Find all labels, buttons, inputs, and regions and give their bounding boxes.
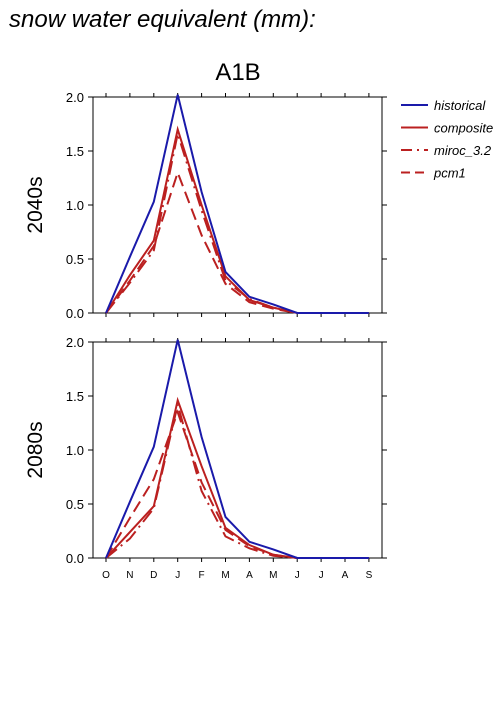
series-line-composite bbox=[105, 396, 369, 559]
y-tick-label: 0.5 bbox=[66, 497, 84, 512]
legend-label: historical bbox=[434, 98, 486, 113]
y-tick-label: 0.0 bbox=[66, 551, 84, 566]
x-tick-label: A bbox=[342, 570, 349, 581]
series-line-pcm1 bbox=[105, 169, 369, 314]
y-tick-label: 1.0 bbox=[66, 443, 84, 458]
series-line-historical bbox=[105, 339, 369, 559]
y-tick-label: 1.5 bbox=[66, 389, 84, 404]
y-tick-label: 2.0 bbox=[66, 90, 84, 105]
row-label: 2080s bbox=[24, 421, 47, 478]
legend-label: composite bbox=[434, 121, 493, 136]
x-tick-label: D bbox=[150, 570, 157, 581]
series-line-miroc-3-2 bbox=[105, 133, 369, 314]
series-line-historical bbox=[105, 94, 369, 314]
scenario-label: A1B bbox=[215, 59, 260, 86]
x-tick-label: J bbox=[295, 570, 300, 581]
x-tick-label: A bbox=[246, 570, 253, 581]
x-tick-label: J bbox=[175, 570, 180, 581]
x-tick-label: O bbox=[102, 570, 110, 581]
x-tick-label: M bbox=[221, 570, 229, 581]
chart-panels: 0.0 0.5 1.0 1.5 2.0 2040s 0.0 0.5 1.0 1.5 2.0 O N D J F… bbox=[24, 90, 387, 581]
y-tick-label: 2.0 bbox=[66, 335, 84, 350]
series-line-miroc-3-2 bbox=[105, 404, 369, 559]
y-tick-label: 0.5 bbox=[66, 252, 84, 267]
plot-frame bbox=[92, 96, 383, 314]
x-tick-label: N bbox=[126, 570, 133, 581]
y-tick-label: 1.0 bbox=[66, 198, 84, 213]
y-tick-label: 1.5 bbox=[66, 144, 84, 159]
row-label: 2040s bbox=[24, 176, 47, 233]
x-tick-label: S bbox=[366, 570, 373, 581]
chart-panel-2080s: 0.0 0.5 1.0 1.5 2.0 O N D J F M A M J J A S 2080s bbox=[24, 335, 387, 581]
chart-panel-2040s: 0.0 0.5 1.0 1.5 2.0 2040s bbox=[24, 90, 387, 321]
figure-title: snow water equivalent (mm): bbox=[9, 6, 316, 33]
y-tick-label: 0.0 bbox=[66, 306, 84, 321]
x-tick-label: M bbox=[269, 570, 277, 581]
legend: historical composite miroc_3.2 pcm1 bbox=[401, 98, 493, 181]
legend-label: pcm1 bbox=[433, 166, 466, 181]
legend-label: miroc_3.2 bbox=[434, 143, 492, 158]
x-tick-label: J bbox=[319, 570, 324, 581]
x-tick-label: F bbox=[199, 570, 205, 581]
